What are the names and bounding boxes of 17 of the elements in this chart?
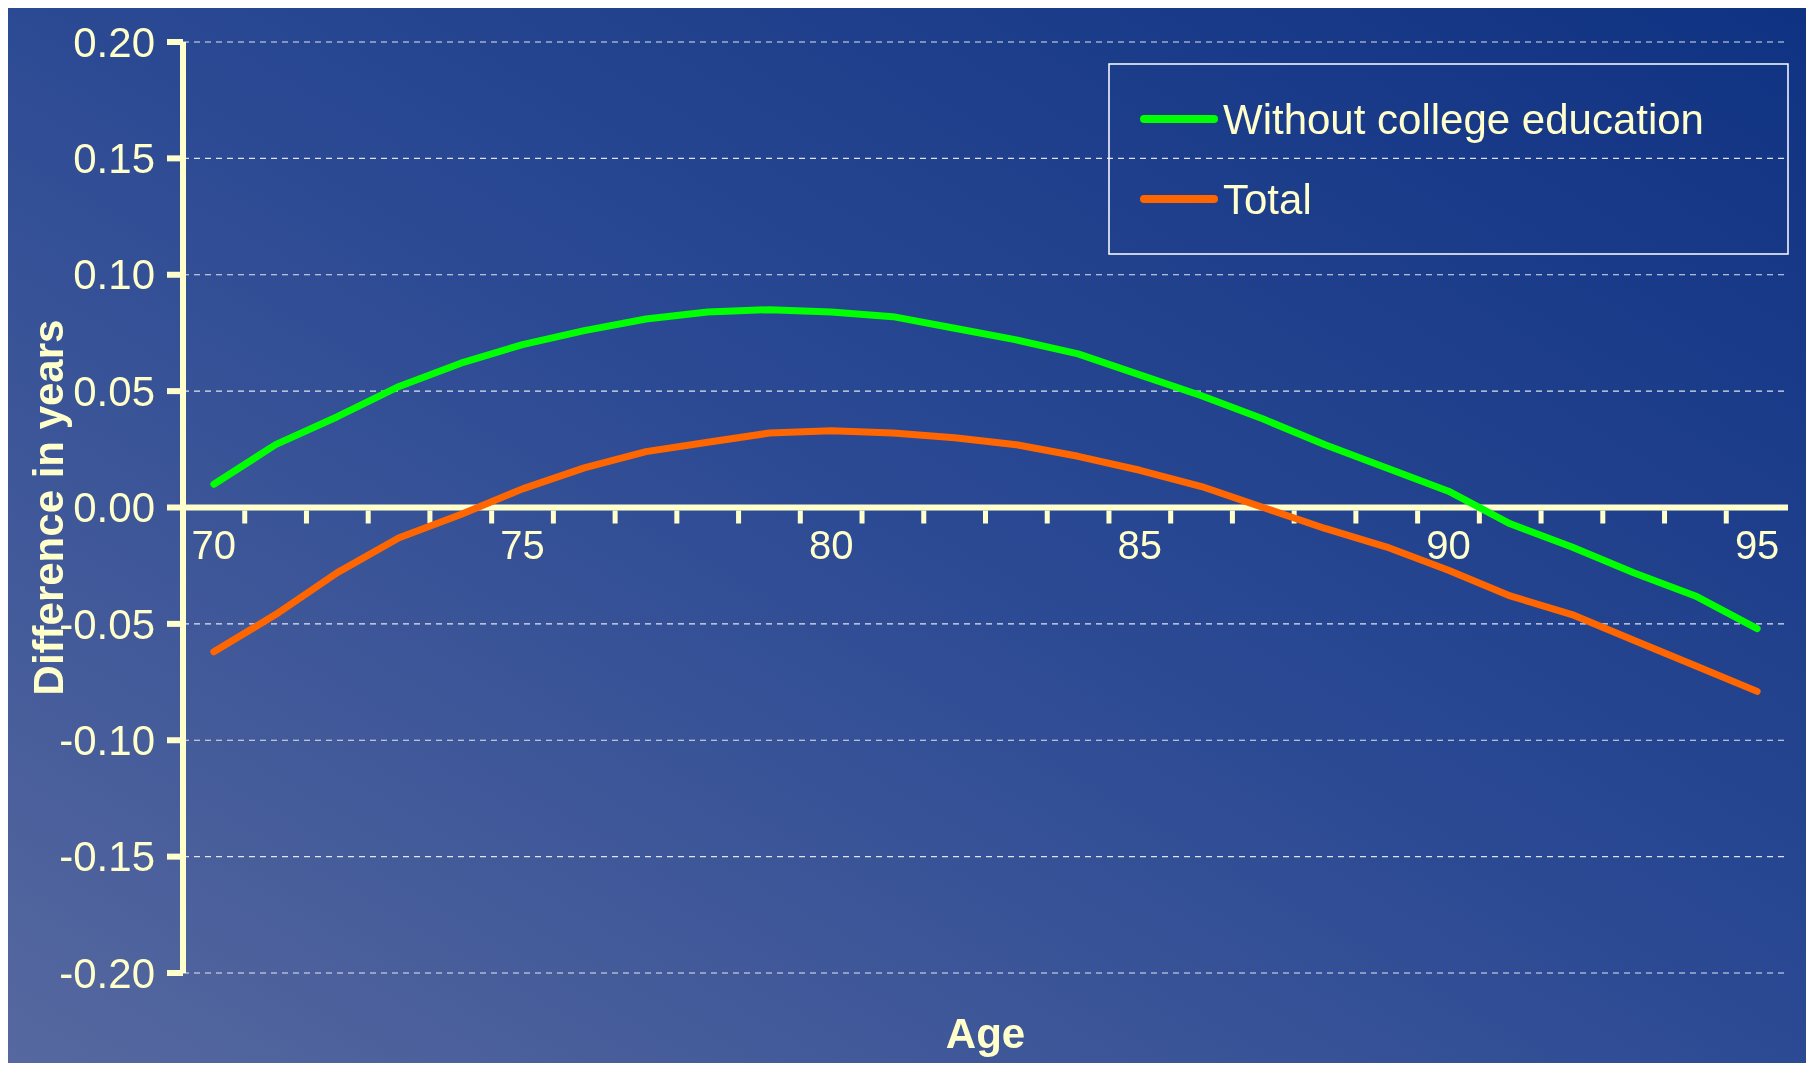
y-tick-label: -0.10 <box>59 716 155 764</box>
y-tick-label: -0.20 <box>59 949 155 997</box>
x-tick-label: 95 <box>1734 522 1780 567</box>
x-tick-label: 90 <box>1426 522 1471 567</box>
x-axis-title: Age <box>945 1009 1026 1057</box>
x-tick-label: 80 <box>808 522 854 567</box>
y-tick-label: -0.15 <box>59 833 155 881</box>
legend-label: Without college education <box>1223 95 1704 143</box>
y-tick-label: 0.20 <box>73 18 155 66</box>
y-tick-label: 0.10 <box>73 251 155 299</box>
x-tick-label: 70 <box>191 522 237 567</box>
legend-label: Total <box>1223 175 1312 223</box>
x-tick-label: 85 <box>1117 522 1163 567</box>
y-tick-label: 0.00 <box>73 484 155 532</box>
y-tick-label: 0.05 <box>73 367 155 415</box>
x-tick-label: 75 <box>500 522 545 567</box>
y-tick-label: 0.15 <box>73 135 155 183</box>
